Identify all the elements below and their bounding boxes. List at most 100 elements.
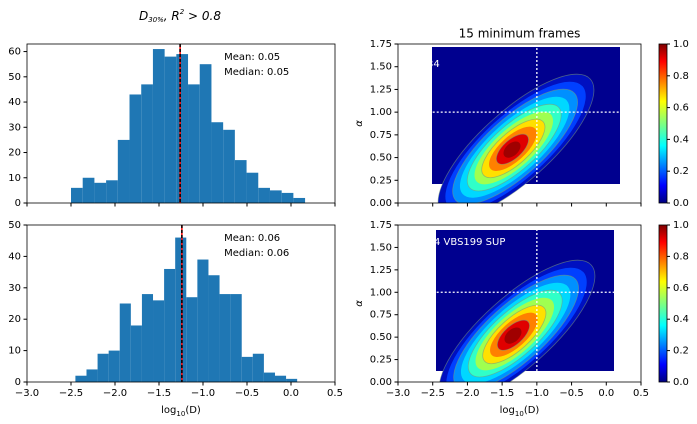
figure-title-part: , R bbox=[164, 9, 180, 23]
y-tick-label: 40 bbox=[8, 251, 21, 262]
y-tick-label: 0.00 bbox=[370, 198, 392, 209]
x-axis-label-part: 10 bbox=[515, 410, 524, 418]
plot-area bbox=[71, 44, 306, 203]
annotation: Median: 0.05 bbox=[224, 67, 289, 78]
figure-title-part: 30% bbox=[148, 16, 164, 24]
colorbar-tick-label: 0.0 bbox=[673, 198, 689, 209]
x-tick-label: −2.5 bbox=[59, 388, 83, 399]
x-tick-label: −1.0 bbox=[525, 388, 549, 399]
bar bbox=[230, 294, 242, 382]
colorbar-tick-label: 0.6 bbox=[673, 103, 689, 114]
colorbar bbox=[658, 224, 668, 383]
bar bbox=[130, 325, 142, 382]
y-tick-label: 1.50 bbox=[370, 242, 392, 253]
bar bbox=[175, 237, 187, 382]
axes-frame bbox=[397, 224, 642, 383]
colorbar-tick-label: 1.0 bbox=[673, 39, 689, 50]
bar bbox=[252, 353, 264, 382]
x-axis-label-part: (D) bbox=[185, 405, 201, 416]
colorbar-tick-label: 0.4 bbox=[673, 134, 689, 145]
bar bbox=[274, 375, 287, 382]
bar bbox=[234, 160, 247, 203]
y-tick-label: 0.50 bbox=[370, 332, 392, 343]
y-tick-label: 0.75 bbox=[370, 310, 392, 321]
figure-title-part: D bbox=[139, 9, 148, 23]
bar bbox=[71, 187, 83, 203]
axes-frame bbox=[26, 224, 336, 383]
density-level bbox=[504, 327, 522, 344]
y-tick-label: 20 bbox=[8, 314, 21, 325]
x-tick-label: 0.5 bbox=[327, 388, 343, 399]
figure-title-part: > 0.8 bbox=[184, 9, 221, 23]
bar bbox=[97, 353, 109, 382]
x-tick-label: 0.5 bbox=[633, 388, 649, 399]
bar bbox=[199, 64, 212, 203]
figure-title: D30%, R2 > 0.8 bbox=[139, 8, 221, 24]
y-tick-label: 1.00 bbox=[370, 107, 392, 118]
bar bbox=[141, 294, 154, 382]
bar bbox=[197, 259, 209, 382]
annotation: Mean: 0.05 bbox=[224, 52, 280, 63]
bar bbox=[211, 122, 224, 203]
x-tick-label: −3.0 bbox=[386, 388, 410, 399]
y-tick-label: 40 bbox=[8, 97, 21, 108]
y-tick-label: 0 bbox=[15, 377, 21, 388]
y-tick-label: 0.50 bbox=[370, 153, 392, 164]
x-axis-label-part: log bbox=[500, 405, 515, 416]
bar bbox=[106, 180, 118, 203]
y-tick-label: 30 bbox=[8, 283, 21, 294]
x-tick-label: −1.5 bbox=[490, 388, 514, 399]
y-tick-label: 0.25 bbox=[370, 355, 392, 366]
x-axis-label-part: log bbox=[161, 405, 176, 416]
x-tick-label: −2.5 bbox=[421, 388, 445, 399]
colorbar-tick-label: 0.4 bbox=[673, 314, 689, 325]
colorbar bbox=[658, 43, 668, 204]
x-tick-label: −1.0 bbox=[191, 388, 215, 399]
y-tick-label: 30 bbox=[8, 122, 21, 133]
panel-label: 4 VBS199 SUP bbox=[434, 237, 505, 248]
annotation: Median: 0.06 bbox=[224, 248, 289, 259]
plot-area bbox=[75, 225, 298, 382]
bar bbox=[269, 190, 282, 203]
y-tick-label: 10 bbox=[8, 346, 21, 357]
bar bbox=[263, 372, 275, 382]
colorbar-tick-label: 0.2 bbox=[673, 346, 689, 357]
annotation: Mean: 0.06 bbox=[224, 233, 280, 244]
bar bbox=[108, 350, 120, 382]
y-tick-label: 0.00 bbox=[370, 377, 392, 388]
x-tick-label: −2.0 bbox=[455, 388, 479, 399]
bar bbox=[82, 177, 95, 203]
y-tick-label: 50 bbox=[8, 72, 21, 83]
density-level bbox=[496, 319, 530, 351]
bar bbox=[152, 49, 165, 203]
plot-area bbox=[432, 44, 620, 203]
y-tick-label: 60 bbox=[8, 47, 21, 58]
x-axis-label-part: (D) bbox=[524, 405, 540, 416]
colorbar-tick-label: 0.2 bbox=[673, 166, 689, 177]
x-axis-label-part: 10 bbox=[176, 410, 185, 418]
y-axis-label: α bbox=[354, 300, 365, 307]
y-tick-label: 1.75 bbox=[370, 39, 392, 50]
x-tick-label: 0.0 bbox=[598, 388, 614, 399]
y-axis-label: α bbox=[354, 120, 365, 127]
y-tick-label: 50 bbox=[8, 220, 21, 231]
panel-label: 34 bbox=[427, 59, 440, 70]
x-tick-label: −3.0 bbox=[15, 388, 39, 399]
x-tick-label: −0.5 bbox=[235, 388, 259, 399]
density-level bbox=[503, 141, 521, 158]
axes-frame bbox=[26, 43, 336, 204]
density-blob bbox=[437, 73, 595, 203]
y-tick-label: 20 bbox=[8, 148, 21, 159]
density-blob bbox=[438, 259, 596, 382]
bar bbox=[188, 84, 200, 203]
figure-title-part: 2 bbox=[180, 8, 185, 16]
bar bbox=[258, 187, 270, 203]
x-tick-label: 0.0 bbox=[283, 388, 299, 399]
x-tick-label: −2.0 bbox=[103, 388, 127, 399]
y-tick-label: 0 bbox=[15, 198, 21, 209]
colorbar-tick-label: 0.8 bbox=[673, 71, 689, 82]
y-tick-label: 0.75 bbox=[370, 130, 392, 141]
bar bbox=[117, 139, 130, 203]
bar bbox=[164, 268, 176, 382]
